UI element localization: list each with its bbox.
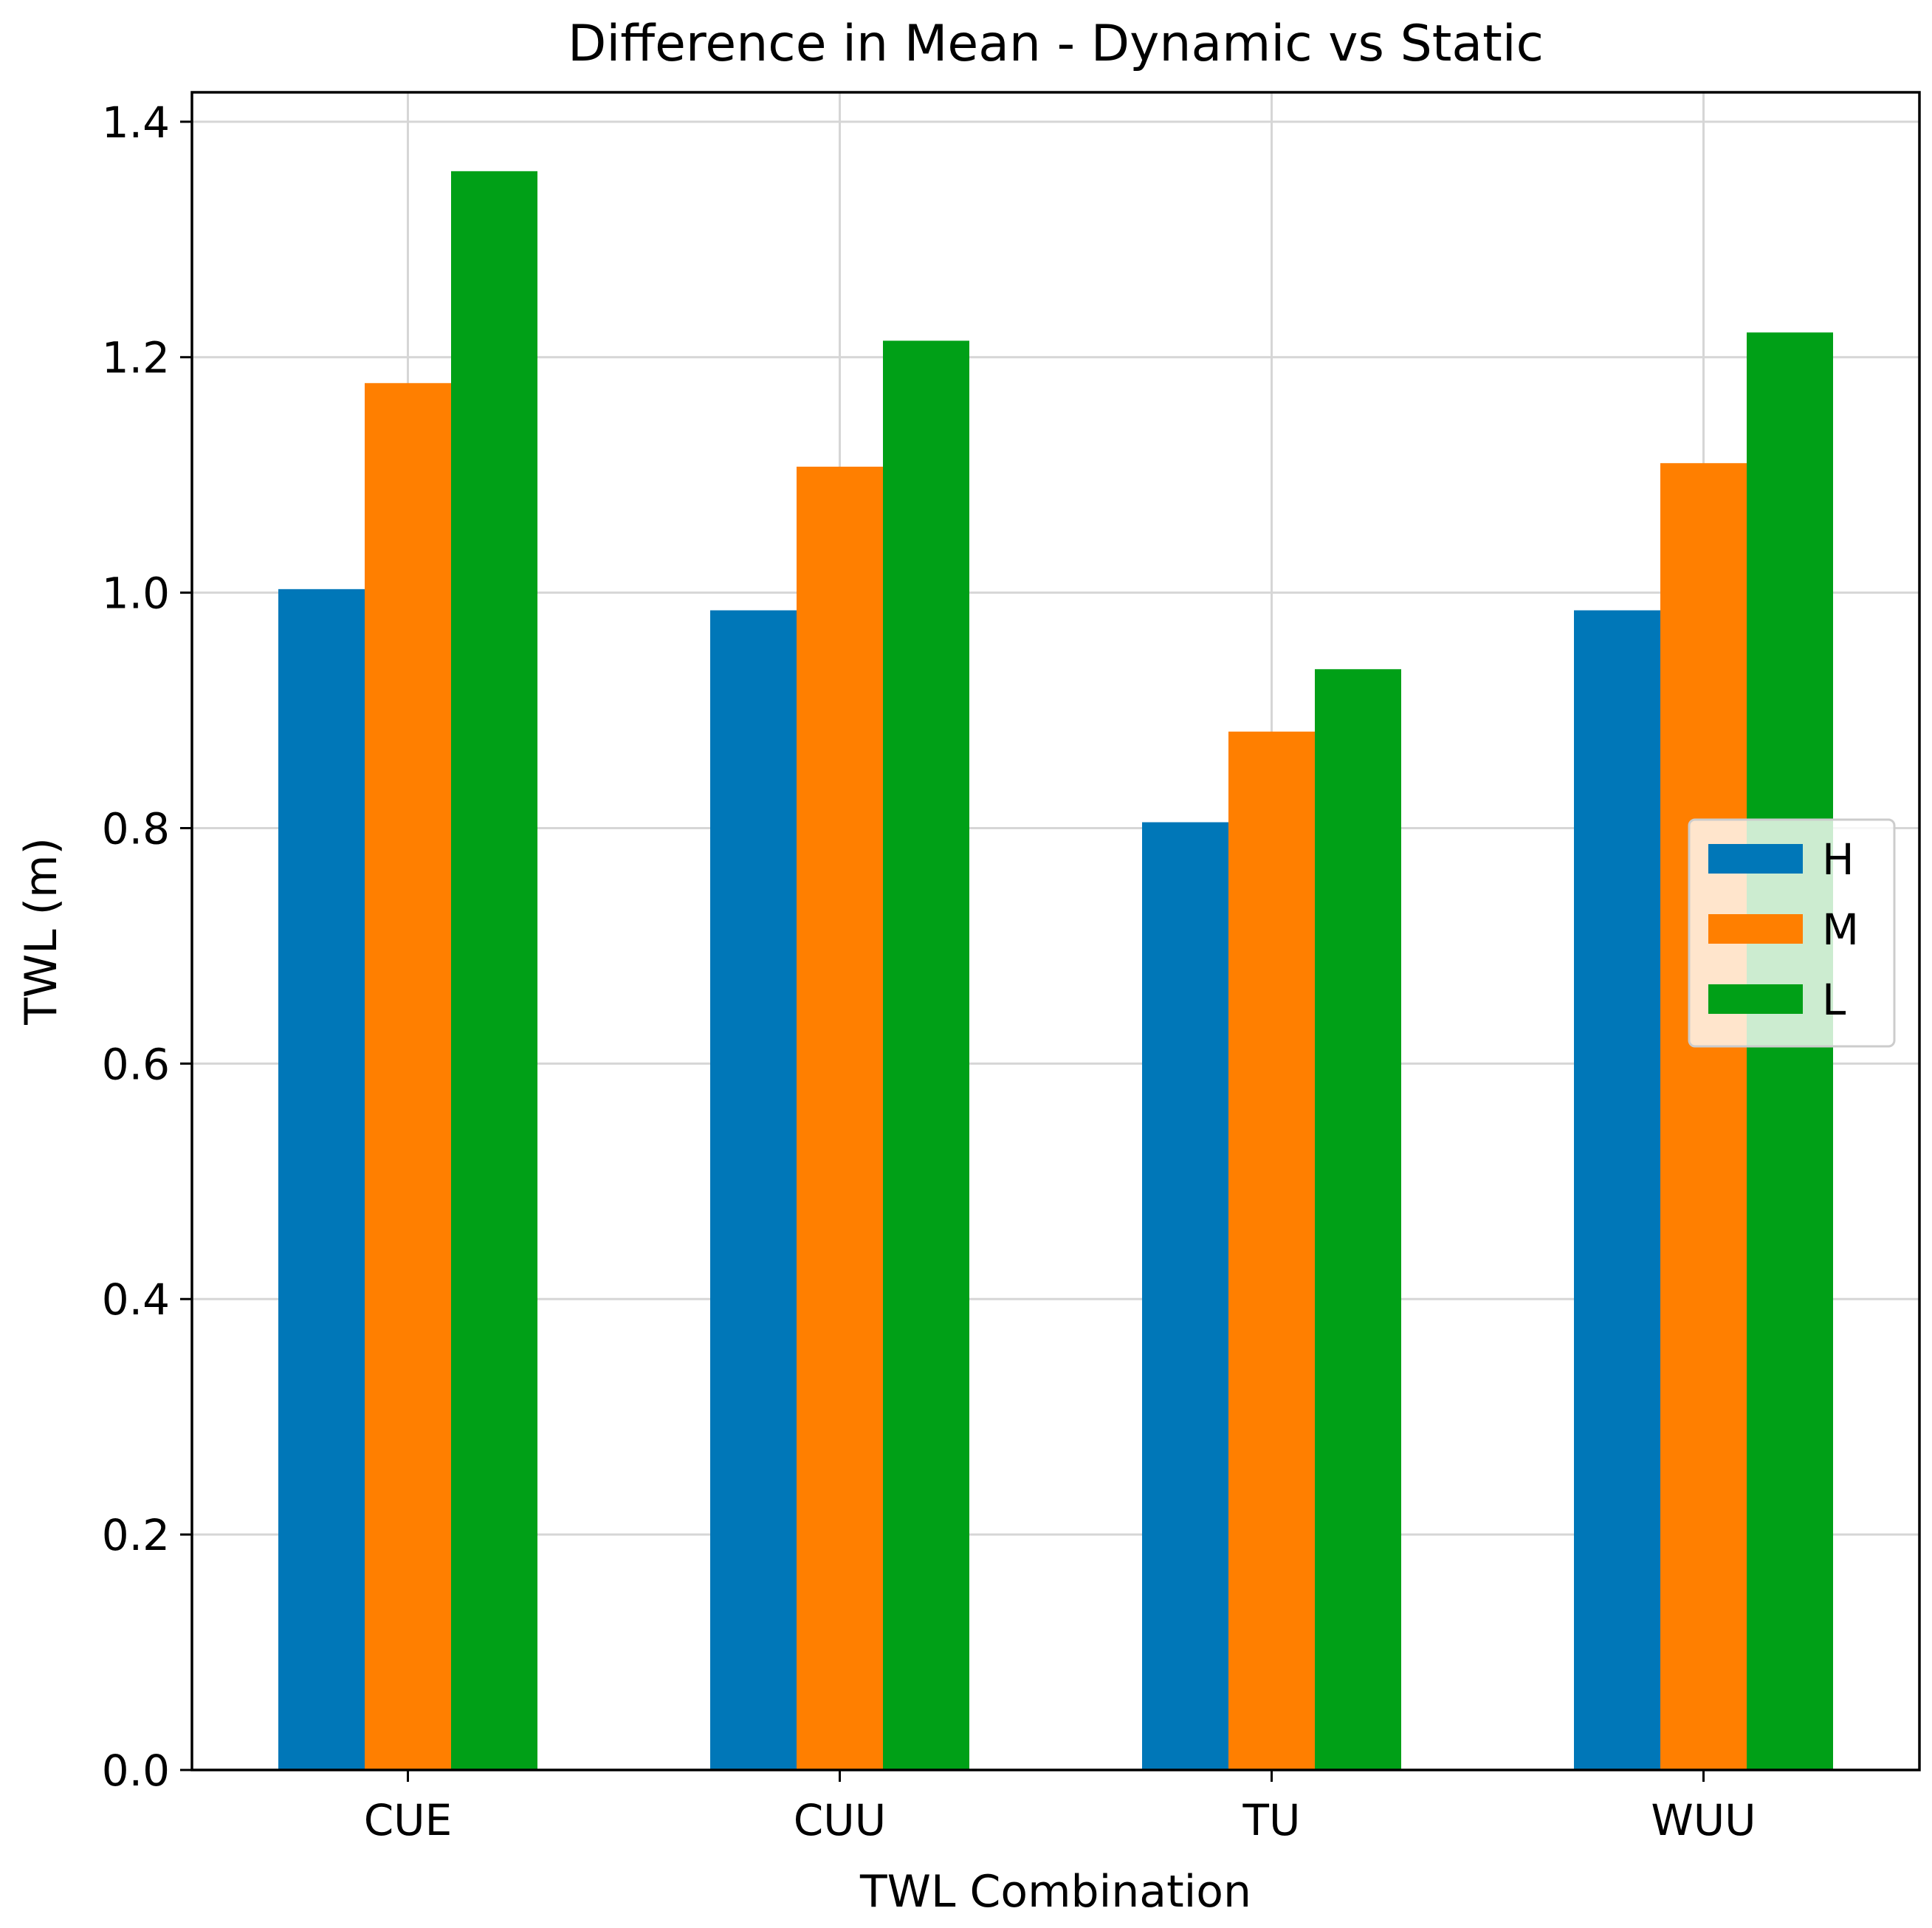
y-axis-label: TWL (m) — [16, 837, 67, 1026]
y-tick-label: 0.6 — [102, 1039, 170, 1089]
x-tick-label: TU — [1242, 1795, 1301, 1845]
x-tick-label: WUU — [1651, 1795, 1756, 1845]
bar-h-tu — [1142, 822, 1228, 1770]
chart-title: Difference in Mean - Dynamic vs Static — [568, 15, 1544, 73]
axis-ticks: 0.0 0.2 0.4 0.6 0.8 1.0 1.2 1.4 CUE CUU TU WUU — [102, 97, 1756, 1845]
bar-l-cuu — [883, 340, 969, 1771]
x-tick-label: CUE — [364, 1795, 453, 1845]
bar-h-cue — [278, 589, 365, 1771]
legend-label-h: H — [1822, 834, 1854, 885]
bar-m-tu — [1228, 731, 1315, 1770]
legend-swatch-m — [1708, 914, 1803, 944]
y-tick-label: 0.8 — [102, 803, 170, 854]
legend: HML — [1688, 818, 1896, 1048]
legend-label-l: L — [1822, 975, 1846, 1025]
bar-m-wuu — [1660, 463, 1747, 1770]
bar-m-cue — [365, 382, 451, 1770]
bar-l-tu — [1315, 669, 1401, 1770]
bar-l-cue — [451, 171, 537, 1771]
bar-h-cuu — [710, 610, 797, 1771]
y-tick-label: 1.4 — [102, 97, 170, 148]
y-tick-label: 0.0 — [102, 1746, 170, 1796]
y-tick-label: 0.4 — [102, 1275, 170, 1325]
x-tick-label: CUU — [794, 1795, 886, 1845]
legend-label-m: M — [1822, 905, 1859, 955]
y-tick-label: 0.2 — [102, 1510, 170, 1560]
y-tick-label: 1.0 — [102, 569, 170, 619]
bar-m-cuu — [797, 467, 883, 1771]
axes-frame — [190, 91, 1921, 1771]
legend-swatch-l — [1708, 984, 1803, 1014]
bar-h-wuu — [1574, 610, 1660, 1771]
legend-swatch-h — [1708, 844, 1803, 874]
x-axis-label: TWL Combination — [859, 1866, 1251, 1918]
y-tick-label: 1.2 — [102, 333, 170, 383]
bar-l-wuu — [1747, 332, 1833, 1770]
bars — [278, 171, 1833, 1771]
